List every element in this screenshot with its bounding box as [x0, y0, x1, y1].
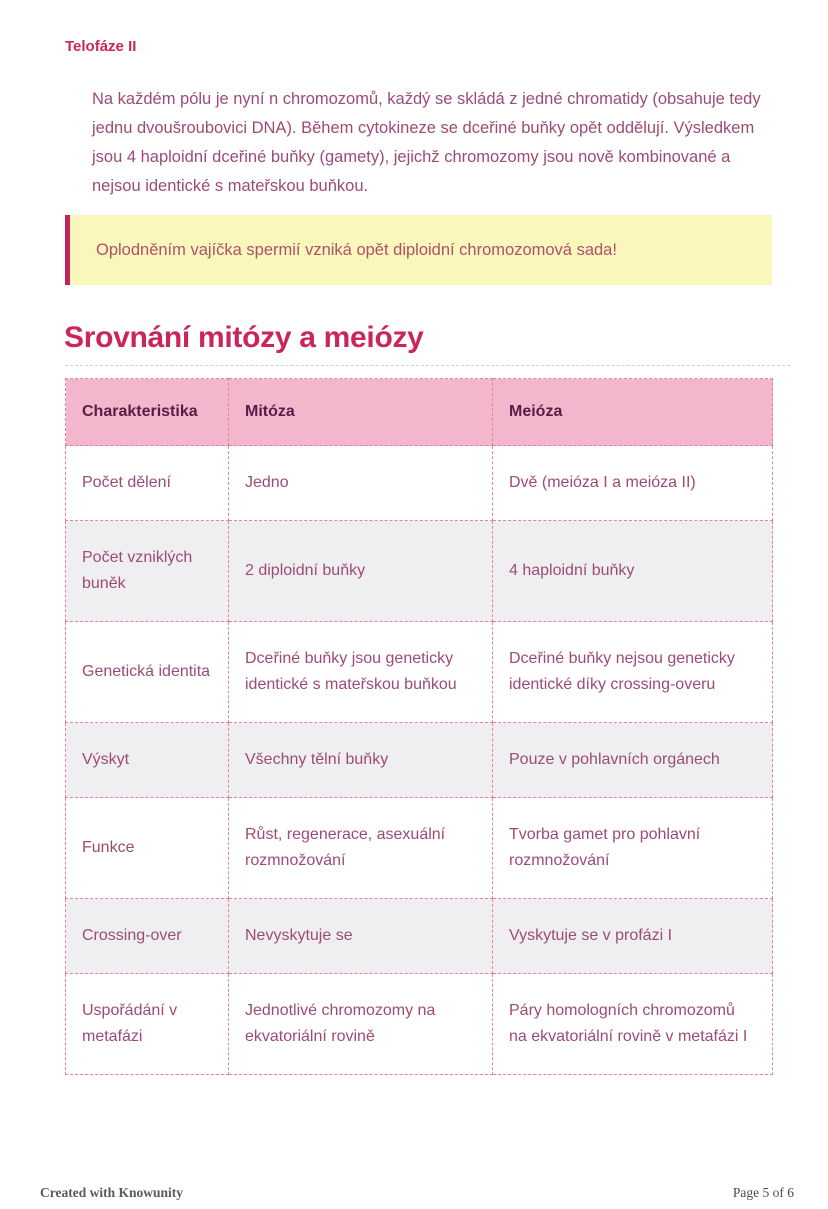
table-cell: Dceřiné buňky jsou geneticky identické s…	[228, 621, 493, 723]
table-cell: Růst, regenerace, asexuální rozmnožování	[228, 797, 493, 899]
table-header-cell: Mitóza	[228, 378, 493, 446]
table-cell: Genetická identita	[65, 621, 229, 723]
section-divider	[65, 365, 790, 366]
table-cell: Nevyskytuje se	[228, 898, 493, 974]
table-row: Genetická identita Dceřiné buňky jsou gen…	[65, 621, 773, 723]
table-row: Počet dělení Jedno Dvě (meióza I a meióza …	[65, 445, 773, 521]
table-cell: Crossing-over	[65, 898, 229, 974]
table-cell: Jedno	[228, 445, 493, 521]
table-cell: Uspořádání v metafázi	[65, 973, 229, 1075]
table-cell: Počet dělení	[65, 445, 229, 521]
table-header-row: Charakteristika Mitóza Meióza	[65, 378, 773, 446]
table-cell: Vyskytuje se v profázi I	[492, 898, 773, 974]
callout-text: Oplodněním vajíčka spermií vzniká opět d…	[96, 241, 617, 259]
table-row: Uspořádání v metafázi Jednotlivé chromozo…	[65, 973, 773, 1075]
table-cell: Tvorba gamet pro pohlavní rozmnožování	[492, 797, 773, 899]
callout-box: Oplodněním vajíčka spermií vzniká opět d…	[65, 215, 772, 285]
table-cell: 4 haploidní buňky	[492, 520, 773, 622]
footer-branding: Created with Knowunity	[40, 1185, 184, 1200]
intro-paragraph: Na každém pólu je nyní n chromozomů, kaž…	[92, 90, 761, 195]
table-cell: Počet vzniklých buněk	[65, 520, 229, 622]
table-cell: 2 diploidní buňky	[228, 520, 493, 622]
comparison-table-body: Počet dělení Jedno Dvě (meióza I a meióza …	[65, 445, 773, 1075]
table-row: Výskyt Všechny tělní buňky Pouze v pohlavn…	[65, 722, 773, 798]
page-footer: Created with Knowunity Page 5 of 6	[40, 1185, 794, 1201]
table-cell: Dceřiné buňky nejsou geneticky identické…	[492, 621, 773, 723]
main-heading: Srovnání mitózy a meiózy	[64, 321, 424, 354]
table-cell: Páry homologních chromozomů na ekvatoriá…	[492, 973, 773, 1075]
table-cell: Výskyt	[65, 722, 229, 798]
table-cell: Všechny tělní buňky	[228, 722, 493, 798]
table-cell: Jednotlivé chromozomy na ekvatoriální ro…	[228, 973, 493, 1075]
table-cell: Funkce	[65, 797, 229, 899]
table-header-cell: Meióza	[492, 378, 773, 446]
table-header-cell: Charakteristika	[65, 378, 229, 446]
table-row: Počet vzniklých buněk 2 diploidní buňky 4 …	[65, 520, 773, 622]
table-cell: Dvě (meióza I a meióza II)	[492, 445, 773, 521]
comparison-table: Charakteristika Mitóza Meióza Počet dělení…	[65, 378, 773, 1075]
table-row: Funkce Růst, regenerace, asexuální rozmno…	[65, 797, 773, 899]
section-heading: Telofáze II	[65, 38, 137, 55]
footer-page-number: Page 5 of 6	[732, 1185, 794, 1200]
table-row: Crossing-over Nevyskytuje se Vyskytuje se …	[65, 898, 773, 974]
table-cell: Pouze v pohlavních orgánech	[492, 722, 773, 798]
